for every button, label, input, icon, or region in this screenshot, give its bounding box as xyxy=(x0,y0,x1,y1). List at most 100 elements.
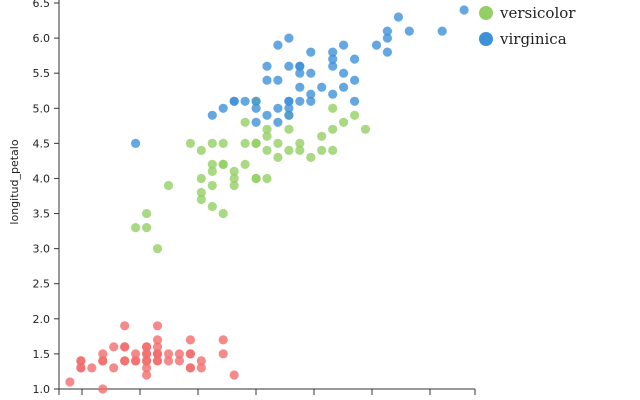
data-point-versicolor xyxy=(251,138,261,148)
legend-label-virginica: virginica xyxy=(499,30,567,48)
data-point-virginica xyxy=(131,138,141,148)
data-point-setosa xyxy=(65,377,75,387)
y-tick-label: 4.5 xyxy=(33,137,51,150)
data-point-versicolor xyxy=(240,138,250,148)
data-point-virginica xyxy=(295,82,305,92)
data-point-versicolor xyxy=(131,223,141,233)
data-point-versicolor xyxy=(273,152,283,162)
data-point-setosa xyxy=(109,342,119,352)
data-point-virginica xyxy=(317,82,327,92)
data-point-virginica xyxy=(262,61,272,71)
data-point-virginica xyxy=(284,103,294,113)
data-point-versicolor xyxy=(295,145,305,155)
data-point-setosa xyxy=(218,349,228,359)
data-point-virginica xyxy=(350,54,360,64)
data-point-setosa xyxy=(185,349,195,359)
data-point-setosa xyxy=(142,370,152,380)
data-point-setosa xyxy=(196,363,206,373)
data-point-setosa xyxy=(87,363,97,373)
data-point-virginica xyxy=(328,89,338,99)
data-point-virginica xyxy=(262,75,272,85)
y-tick-label: 5.0 xyxy=(33,102,51,115)
data-point-virginica xyxy=(306,68,316,78)
data-point-versicolor xyxy=(251,173,261,184)
data-point-virginica xyxy=(295,96,305,106)
data-point-setosa xyxy=(76,363,86,373)
data-point-virginica xyxy=(437,26,447,36)
data-point-versicolor xyxy=(229,180,239,191)
legend-label-versicolor: versicolor xyxy=(499,4,576,22)
data-point-setosa xyxy=(152,342,163,352)
data-point-virginica xyxy=(273,40,283,50)
data-point-versicolor xyxy=(152,244,163,254)
data-point-setosa xyxy=(142,349,152,359)
data-point-setosa xyxy=(152,349,163,359)
data-point-versicolor xyxy=(262,131,272,141)
data-point-virginica xyxy=(262,110,272,120)
data-point-virginica xyxy=(218,103,228,113)
y-tick-label: 6.0 xyxy=(33,32,51,45)
data-point-versicolor xyxy=(284,145,294,155)
data-point-setosa xyxy=(120,342,130,352)
data-point-versicolor xyxy=(229,166,239,176)
y-tick-label: 2.5 xyxy=(33,278,51,291)
y-tick-label: 3.5 xyxy=(33,208,51,221)
y-tick-label: 4.0 xyxy=(33,172,51,185)
x-axis-ticks xyxy=(58,389,476,395)
data-point-setosa xyxy=(142,356,152,366)
data-point-setosa xyxy=(163,356,174,366)
data-point-virginica xyxy=(339,40,349,50)
data-point-versicolor xyxy=(328,103,338,113)
data-point-versicolor xyxy=(218,138,228,148)
data-point-virginica xyxy=(251,117,261,127)
data-point-versicolor xyxy=(207,180,217,191)
legend-marker-versicolor xyxy=(479,6,493,20)
data-point-setosa xyxy=(98,349,108,359)
data-point-versicolor xyxy=(360,124,371,134)
data-point-virginica xyxy=(350,75,360,85)
data-point-versicolor xyxy=(306,152,316,162)
data-point-setosa xyxy=(131,356,141,366)
data-point-versicolor xyxy=(262,173,272,184)
data-point-versicolor xyxy=(207,138,217,148)
data-point-setosa xyxy=(142,363,152,373)
data-point-virginica xyxy=(328,61,338,71)
data-point-versicolor xyxy=(207,201,217,212)
legend: versicolor virginica xyxy=(479,4,576,48)
data-point-virginica xyxy=(459,5,469,15)
y-tick-label: 1.5 xyxy=(33,348,51,361)
data-point-virginica xyxy=(273,117,283,127)
data-point-versicolor xyxy=(196,194,206,205)
data-point-virginica xyxy=(295,68,305,78)
data-point-setosa xyxy=(76,356,86,366)
data-point-virginica xyxy=(240,96,250,106)
data-point-versicolor xyxy=(229,173,239,184)
data-point-setosa xyxy=(174,356,184,366)
data-point-setosa xyxy=(120,321,130,331)
data-point-setosa xyxy=(98,384,108,394)
data-point-setosa xyxy=(174,349,184,359)
data-point-setosa xyxy=(152,356,163,366)
y-axis-title: longitud_petalo xyxy=(8,139,21,224)
data-point-versicolor xyxy=(350,110,360,120)
data-point-versicolor xyxy=(142,223,152,233)
data-point-virginica xyxy=(284,61,294,71)
data-point-virginica xyxy=(382,26,392,36)
data-points xyxy=(65,5,469,394)
data-point-versicolor xyxy=(317,145,327,155)
data-point-versicolor xyxy=(273,138,283,148)
data-point-virginica xyxy=(393,12,403,22)
data-point-virginica xyxy=(207,110,217,120)
data-point-setosa xyxy=(152,321,163,331)
data-point-versicolor xyxy=(218,208,228,219)
y-tick-label: 6.5 xyxy=(33,0,51,10)
data-point-setosa xyxy=(185,335,195,345)
data-point-setosa xyxy=(98,356,108,366)
plot-area: 1.0 1.5 2.0 2.5 3.0 3.5 4.0 4.5 5.0 5.5 6.0 6.5 xyxy=(33,0,476,396)
data-point-versicolor xyxy=(295,138,305,148)
data-point-setosa xyxy=(163,349,174,359)
data-point-versicolor xyxy=(196,187,206,198)
data-point-versicolor xyxy=(339,117,349,127)
y-tick-label: 1.0 xyxy=(33,383,51,396)
data-point-virginica xyxy=(251,103,261,113)
